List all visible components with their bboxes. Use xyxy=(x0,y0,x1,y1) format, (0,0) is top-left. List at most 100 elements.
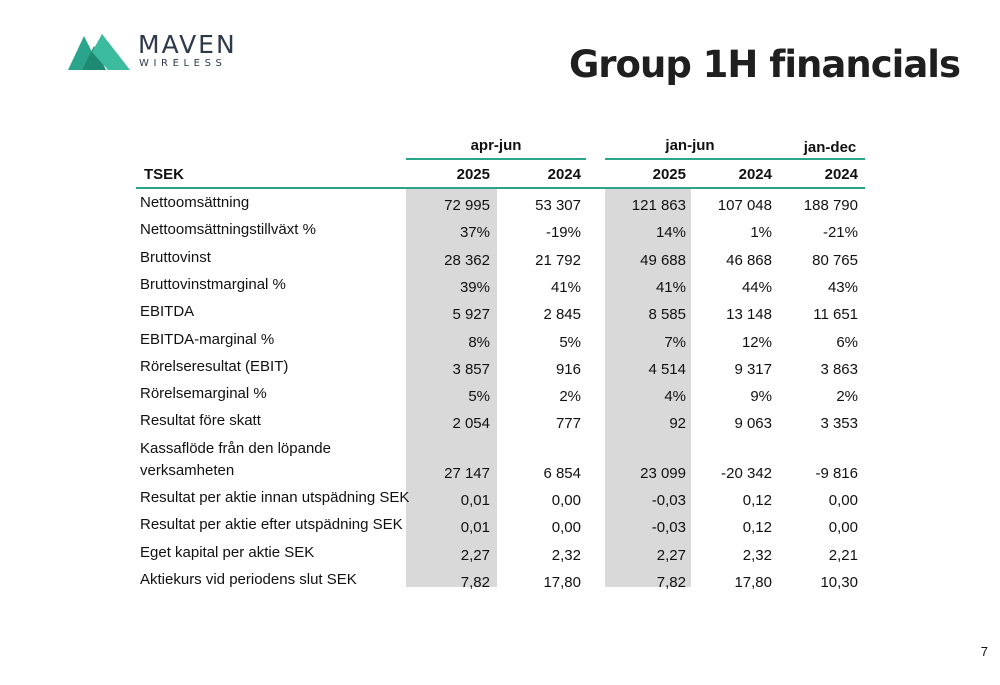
row-value: 5% xyxy=(468,388,490,406)
row-value: 5% xyxy=(559,333,581,351)
row-value: 43% xyxy=(827,278,858,296)
row-value: 8% xyxy=(468,333,490,351)
row-label: Eget kapital per aktie SEK xyxy=(140,543,315,561)
row-value: 9% xyxy=(750,388,772,406)
row-value: 3 353 xyxy=(820,415,858,433)
row-value: 39% xyxy=(459,278,490,296)
row-value: 2 054 xyxy=(452,415,490,433)
label-header: TSEK xyxy=(144,166,185,183)
row-label: Bruttovinst xyxy=(140,248,211,266)
row-value: 7,82 xyxy=(656,573,686,591)
row-label: Nettoomsättning xyxy=(140,194,250,211)
row-value: -9 816 xyxy=(815,464,858,482)
row-value: 7% xyxy=(664,333,686,351)
row-value: 80 765 xyxy=(812,251,858,269)
row-value: 2,32 xyxy=(742,546,772,564)
row-value: 916 xyxy=(555,360,581,378)
header-rule xyxy=(136,187,865,189)
row-value: 21 792 xyxy=(535,251,581,269)
shaded-column-apr-jun-2025 xyxy=(406,189,497,587)
row-value: 2,27 xyxy=(460,546,490,564)
row-label: Nettoomsättningstillväxt % xyxy=(140,221,316,239)
maven-mountain-icon xyxy=(68,34,130,70)
row-value: 3 857 xyxy=(452,360,490,378)
row-value: 46 868 xyxy=(726,251,772,269)
year-header-2: 2025 xyxy=(652,166,686,183)
row-value: 2,21 xyxy=(828,546,858,564)
row-value: 92 xyxy=(669,415,686,433)
row-value: 27 147 xyxy=(444,464,490,482)
row-label: EBITDA-marginal % xyxy=(140,330,275,348)
row-value: 9 317 xyxy=(734,360,772,378)
row-value: 10,30 xyxy=(820,573,858,591)
rule-apr-jun xyxy=(406,158,586,160)
row-value: 0,00 xyxy=(828,492,858,509)
brand-name: MAVEN xyxy=(138,30,237,59)
page-title: Group 1H financials xyxy=(568,43,961,86)
row-value: 49 688 xyxy=(640,251,686,269)
row-label: Rörelsemarginal % xyxy=(140,385,267,403)
row-value: 72 995 xyxy=(444,197,490,214)
row-value: 14% xyxy=(655,224,686,242)
year-header-1: 2024 xyxy=(547,166,581,183)
row-value: 0,00 xyxy=(551,519,581,537)
row-value: 2% xyxy=(559,388,581,406)
row-value: 2% xyxy=(836,388,858,406)
row-value: 5 927 xyxy=(452,306,490,324)
row-value: 12% xyxy=(741,333,772,351)
row-value: 11 651 xyxy=(813,306,858,324)
row-value: 4 514 xyxy=(648,360,686,378)
group-header-apr-jun: apr-jun xyxy=(470,137,522,154)
row-value: 2,27 xyxy=(656,546,686,564)
row-label: EBITDA xyxy=(140,303,195,321)
row-label: Kassaflöde från den löpande xyxy=(140,439,331,457)
row-value: 0,00 xyxy=(551,492,581,509)
row-value: 121 863 xyxy=(631,197,686,214)
row-value: 13 148 xyxy=(726,306,772,324)
year-header-3: 2024 xyxy=(738,166,772,183)
row-value: 9 063 xyxy=(734,415,772,433)
row-value: 0,01 xyxy=(460,492,490,509)
row-value: 44% xyxy=(741,278,772,296)
row-value: -0,03 xyxy=(651,492,686,509)
year-header-0: 2025 xyxy=(456,166,490,183)
row-label: Resultat per aktie innan utspädning SEK xyxy=(140,489,410,506)
row-value: 6 854 xyxy=(543,464,581,482)
row-value: 53 307 xyxy=(535,197,581,214)
row-label: Bruttovinstmarginal % xyxy=(140,275,286,293)
row-value: 6% xyxy=(836,333,858,351)
brand-logo: MAVEN WIRELESS xyxy=(68,30,238,72)
row-value: 7,82 xyxy=(460,573,490,591)
row-value: -19% xyxy=(545,224,581,242)
row-value: 107 048 xyxy=(717,197,772,214)
row-value: 2 845 xyxy=(543,306,581,324)
row-value: 23 099 xyxy=(640,464,686,482)
row-label: Resultat per aktie efter utspädning SEK xyxy=(140,516,403,534)
row-value: 0,12 xyxy=(742,519,772,537)
row-value: 37% xyxy=(459,224,490,242)
shaded-column-jan-jun-2025 xyxy=(605,189,691,587)
row-value: 41% xyxy=(550,278,581,296)
group-header-jan-jun: jan-jun xyxy=(665,137,715,154)
row-label: Aktiekurs vid periodens slut SEK xyxy=(140,570,357,588)
row-value: 4% xyxy=(664,388,686,406)
row-value: 1% xyxy=(750,224,772,242)
row-value: 8 585 xyxy=(648,306,686,324)
row-value: 0,12 xyxy=(742,492,772,509)
row-value: 0,00 xyxy=(828,519,858,537)
row-value: 41% xyxy=(655,278,686,296)
row-value: 28 362 xyxy=(444,251,490,269)
brand-subtitle: WIRELESS xyxy=(139,58,227,69)
row-value: -21% xyxy=(822,224,858,242)
row-label: Rörelseresultat (EBIT) xyxy=(140,357,289,375)
row-value: 188 790 xyxy=(803,197,858,214)
row-value: 3 863 xyxy=(820,360,858,378)
row-value: -20 342 xyxy=(721,464,772,482)
row-value: 17,80 xyxy=(734,573,772,591)
row-label-continued: verksamheten xyxy=(140,461,235,479)
row-value: 0,01 xyxy=(460,519,490,537)
page-number: 7 xyxy=(980,644,988,659)
row-value: 2,32 xyxy=(551,546,581,564)
group-header-jan-dec: jan-dec xyxy=(803,139,857,156)
row-label: Resultat före skatt xyxy=(140,412,261,430)
